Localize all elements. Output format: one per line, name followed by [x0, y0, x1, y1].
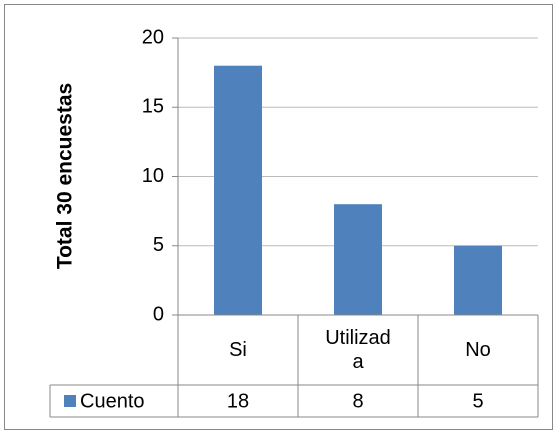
x-tick-label-box: Si: [178, 315, 298, 385]
x-tick-label: Si: [178, 315, 298, 385]
x-tick-label-text: No: [465, 339, 491, 361]
table-value: 5: [472, 390, 483, 412]
y-tick-label: 10: [142, 165, 164, 187]
chart-frame: [4, 4, 553, 430]
y-axis-label: Total 30 encuestas: [54, 83, 77, 269]
bar: [214, 65, 262, 315]
y-tick-label: 5: [153, 234, 164, 256]
bar: [454, 245, 502, 315]
x-tick-label: No: [418, 315, 538, 385]
x-tick-label-text: Si: [229, 339, 247, 361]
x-tick-label-box: Utilizada: [298, 315, 418, 385]
x-tick-label-box: No: [418, 315, 538, 385]
bar: [334, 204, 382, 315]
legend-swatch: [64, 395, 76, 407]
x-tick-label: Utilizada: [298, 315, 418, 385]
legend-label: Cuento: [80, 390, 145, 412]
y-tick-label: 0: [153, 303, 164, 325]
y-tick-label: 20: [142, 26, 164, 48]
table-value: 18: [227, 390, 249, 412]
y-tick-label: 15: [142, 96, 164, 118]
x-tick-label-text: Utilizada: [325, 327, 391, 373]
table-value: 8: [352, 390, 363, 412]
